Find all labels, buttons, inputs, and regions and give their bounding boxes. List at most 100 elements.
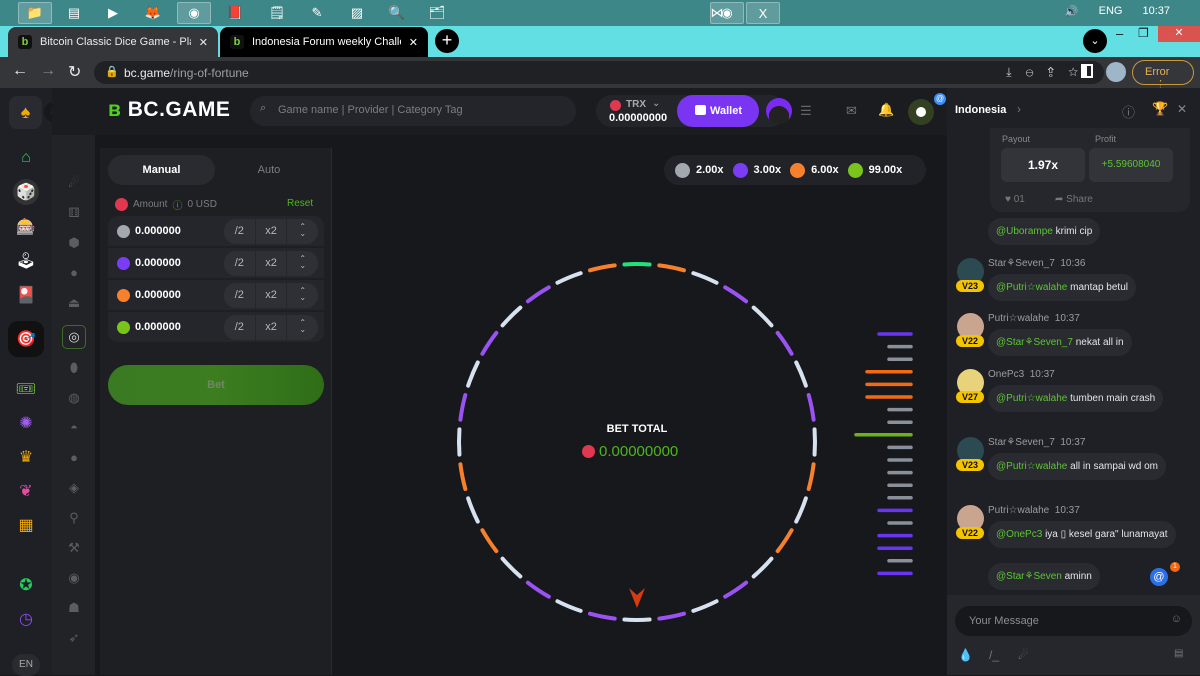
mention-link[interactable]: @Star⚘Seven_7 — [996, 337, 1073, 348]
close-tab-icon[interactable]: ✕ — [409, 36, 418, 49]
pot-icon[interactable]: ⬢ — [64, 235, 84, 255]
volume-icon[interactable]: 🔊 — [1065, 5, 1079, 18]
bet-amount-input[interactable]: 0.000000 — [135, 225, 181, 237]
casino-spade-icon[interactable]: ♠ — [9, 96, 42, 129]
half-button[interactable]: /2 — [224, 283, 256, 308]
cube-icon[interactable]: ◈ — [64, 480, 84, 500]
sidepanel-icon[interactable] — [1081, 64, 1093, 78]
chrome-icon-2[interactable]: ◉ — [710, 2, 744, 24]
promo-icon[interactable]: ❦ — [13, 478, 39, 504]
mention-link[interactable]: @Star⚘Seven — [996, 571, 1062, 582]
ticket-icon[interactable]: 🎟 — [13, 376, 39, 402]
reload-icon[interactable]: ↻ — [68, 62, 81, 82]
like-button[interactable]: ♥ 01 — [1005, 194, 1025, 205]
mention-link[interactable]: @Putri☆walahe — [996, 461, 1067, 472]
tab-search-button[interactable]: ⌄ — [1083, 29, 1107, 53]
egg-icon[interactable]: ● — [64, 265, 84, 285]
half-button[interactable]: /2 — [224, 315, 256, 340]
url-actions-icons[interactable]: ⤓⊖⇪☆ — [1006, 65, 1092, 80]
crash-icon[interactable]: ☄ — [64, 175, 84, 195]
info-icon[interactable]: ⓘ — [1122, 102, 1135, 121]
back-icon[interactable]: ← — [12, 62, 28, 80]
message-input[interactable]: Your Message ☺ — [955, 606, 1192, 636]
ring-game-icon[interactable]: ◎ — [62, 325, 86, 349]
mention-link[interactable]: @OnePc3 — [996, 529, 1042, 540]
slots-icon[interactable]: 🎰 — [13, 214, 39, 240]
cards-icon[interactable]: 🎴 — [13, 282, 39, 308]
tab-auto[interactable]: Auto — [215, 155, 323, 185]
stepper-icon[interactable]: ⌃⌄ — [287, 283, 318, 308]
browser-tab[interactable]: b Bitcoin Classic Dice Game - Play I ✕ — [8, 27, 218, 57]
media-player-icon[interactable]: ▶ — [96, 2, 130, 24]
share-button[interactable]: ➦ Share — [1055, 194, 1093, 205]
mention-link[interactable]: @Putri☆walahe — [996, 282, 1067, 293]
book-icon[interactable]: 📕 — [218, 2, 252, 24]
double-button[interactable]: x2 — [256, 315, 288, 340]
error-button[interactable]: Error ⋮ — [1132, 60, 1194, 85]
emoji-icon[interactable]: ☺ — [1171, 613, 1182, 625]
chevron-right-icon[interactable]: › — [1017, 102, 1021, 116]
folder-app-icon[interactable]: 🗂 — [420, 2, 454, 24]
bet-amount-input[interactable]: 0.000000 — [135, 289, 181, 301]
egg2-icon[interactable]: ⬮ — [64, 360, 84, 380]
app-icon[interactable]: ▤ — [57, 2, 91, 24]
command-icon[interactable]: /_ — [989, 648, 999, 662]
rain-icon[interactable]: ☄ — [1018, 648, 1029, 662]
spin-icon[interactable]: ✺ — [13, 410, 39, 436]
mention-link[interactable]: @Uborampe — [996, 226, 1053, 237]
user-avatar[interactable] — [766, 98, 792, 124]
mention-link[interactable]: @Putri☆walahe — [996, 393, 1067, 404]
dice-icon[interactable]: 🎲 — [13, 179, 39, 205]
helmet-icon[interactable]: ◓ — [64, 420, 84, 440]
gif-icon[interactable]: ▤ — [1174, 648, 1183, 659]
game-search-input[interactable]: ⌕ Game name | Provider | Category Tag — [250, 96, 576, 126]
dice-game-icon[interactable]: ⚅ — [64, 205, 84, 225]
bc-game-logo[interactable]: ʙ BC.GAME — [108, 98, 230, 122]
stepper-icon[interactable]: ⌃⌄ — [287, 251, 318, 276]
ring-of-fortune-icon[interactable]: 🎯 — [8, 321, 44, 357]
eye-icon[interactable]: ◉ — [64, 570, 84, 590]
language-indicator[interactable]: ENG — [1099, 5, 1123, 18]
stepper-icon[interactable]: ⌃⌄ — [287, 219, 318, 244]
restore-button[interactable]: ❐ — [1138, 26, 1149, 40]
stepper-icon[interactable]: ⌃⌄ — [287, 315, 318, 340]
wallet-button[interactable]: Wallet — [677, 95, 759, 127]
url-field[interactable]: 🔒 bc.game/ring-of-fortune ⤓⊖⇪☆ — [94, 61, 1104, 84]
bomb-icon[interactable]: ● — [64, 450, 84, 470]
coins-icon[interactable]: ◍ — [64, 390, 84, 410]
coin-drop-icon[interactable]: 💧 — [958, 648, 973, 662]
reset-link[interactable]: Reset — [287, 198, 313, 209]
home-icon[interactable]: ⌂ — [13, 145, 39, 171]
paint-icon[interactable]: ✎ — [300, 2, 334, 24]
profile-avatar[interactable] — [1106, 62, 1126, 82]
chat-username[interactable]: Putri☆walahe — [988, 313, 1049, 324]
language-button[interactable]: EN — [12, 654, 40, 676]
tool-icon[interactable]: ⚒ — [64, 540, 84, 560]
image-app-icon[interactable]: ▨ — [340, 2, 374, 24]
bet-button[interactable]: Bet — [108, 365, 324, 405]
plinko-icon[interactable]: ⏏ — [64, 295, 84, 315]
chat-username[interactable]: Putri☆walahe — [988, 505, 1049, 516]
double-button[interactable]: x2 — [256, 219, 288, 244]
chrome-icon[interactable]: ◉ — [177, 2, 211, 24]
info-icon[interactable]: ⓘ — [172, 197, 182, 212]
double-button[interactable]: x2 — [256, 251, 288, 276]
tab-manual[interactable]: Manual — [108, 155, 215, 185]
excel-icon[interactable]: X — [746, 2, 780, 24]
mail-icon[interactable]: ✉ — [846, 103, 857, 119]
double-button[interactable]: x2 — [256, 283, 288, 308]
notepad-icon[interactable]: 🗒 — [260, 2, 294, 24]
close-chat-icon[interactable]: ✕ — [1177, 102, 1187, 116]
clock-icon[interactable]: ◷ — [13, 606, 39, 632]
half-button[interactable]: /2 — [224, 219, 256, 244]
close-tab-icon[interactable]: ✕ — [199, 36, 208, 49]
minimize-button[interactable]: – — [1116, 26, 1123, 41]
crown-icon[interactable]: ♛ — [13, 444, 39, 470]
chat-username[interactable]: Star⚘Seven_7 — [988, 258, 1055, 269]
rank-icon[interactable]: ▦ — [13, 512, 39, 538]
chat-room-title[interactable]: Indonesia — [955, 104, 1006, 116]
trophy-icon[interactable]: 🏆 — [1152, 101, 1168, 117]
